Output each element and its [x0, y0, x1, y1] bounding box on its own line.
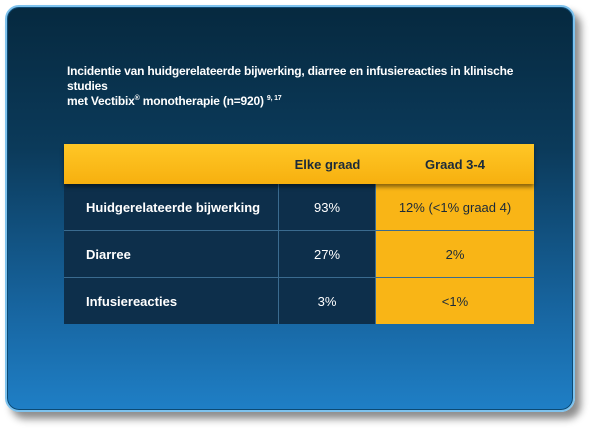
cell-grade-3-4: 12% (<1% graad 4)	[376, 184, 534, 230]
title-line-2-rest: monotherapie (n=920)	[139, 94, 264, 108]
background-panel: Incidentie van huidgerelateerde bijwerki…	[5, 5, 575, 412]
title-line-1: Incidentie van huidgerelateerde bijwerki…	[67, 64, 514, 93]
reference-numbers: 9, 17	[266, 95, 282, 102]
title-line-2: met Vectibix® monotherapie (n=920) 9, 17	[67, 94, 547, 109]
row-label: Diarree	[64, 231, 279, 277]
value-any-grade: 27%	[313, 246, 341, 262]
cell-any-grade: 93%	[279, 184, 376, 230]
registered-mark: ®	[134, 95, 140, 102]
value-any-grade: 93%	[313, 199, 341, 215]
incidence-table: Elke graad Graad 3-4 Huidgerelateerde bi…	[64, 144, 534, 324]
value-grade-3-4: 2%	[445, 246, 465, 262]
header-cell-empty	[64, 144, 279, 184]
value-grade-3-4: 12% (<1% graad 4)	[398, 199, 512, 215]
row-label: Huidgerelateerde bijwerking	[64, 184, 279, 230]
cell-any-grade: 3%	[279, 278, 376, 324]
cell-any-grade: 27%	[279, 231, 376, 277]
cell-grade-3-4: 2%	[376, 231, 534, 277]
table-row: Infusiereacties 3% <1%	[64, 277, 534, 324]
value-any-grade: 3%	[317, 293, 337, 309]
value-grade-3-4: <1%	[441, 293, 469, 309]
page-title: Incidentie van huidgerelateerde bijwerki…	[67, 64, 547, 109]
table-row: Diarree 27% 2%	[64, 230, 534, 277]
table-header: Elke graad Graad 3-4	[64, 144, 534, 184]
title-line-2-main: met Vectibix	[67, 94, 135, 108]
cell-grade-3-4: <1%	[376, 278, 534, 324]
header-cell-any-grade: Elke graad	[294, 156, 361, 172]
row-label: Infusiereacties	[64, 278, 279, 324]
header-cell-grade-3-4: Graad 3-4	[425, 156, 485, 172]
table-row: Huidgerelateerde bijwerking 93% 12% (<1%…	[64, 184, 534, 230]
